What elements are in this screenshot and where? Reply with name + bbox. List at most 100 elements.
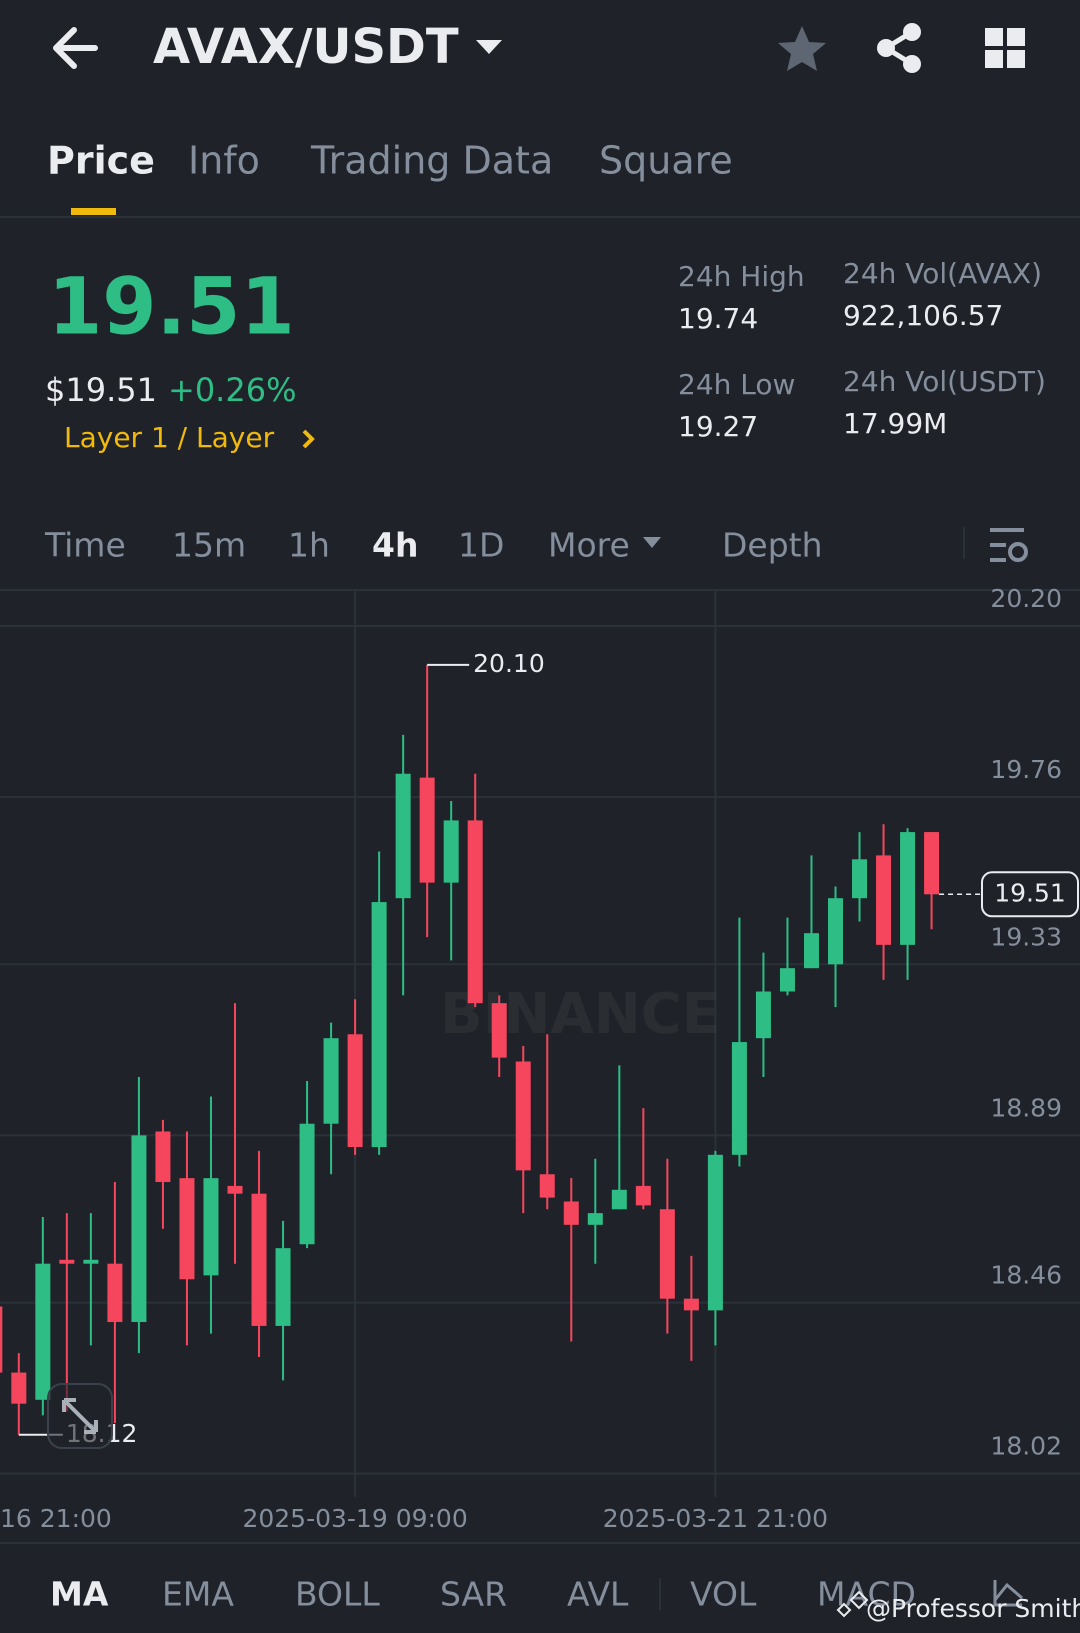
- high-label: 20.10: [473, 649, 545, 678]
- settings-gear: [1008, 542, 1028, 562]
- expand-button[interactable]: [47, 1383, 113, 1449]
- grid-cell: [985, 28, 1003, 46]
- candle-body: [924, 832, 940, 895]
- stat-label: 24h High: [678, 260, 805, 293]
- drawing-tool-icon[interactable]: [993, 1580, 1023, 1607]
- indicator[interactable]: VOL: [690, 1575, 757, 1614]
- y-tick-label: 18.46: [990, 1261, 1062, 1290]
- separator: [659, 1578, 661, 1610]
- back-button[interactable]: [53, 27, 98, 69]
- indicator[interactable]: SAR: [440, 1575, 507, 1614]
- candle-body: [491, 1003, 507, 1058]
- grid-cell: [1007, 28, 1025, 46]
- candle-body: [323, 1038, 339, 1124]
- candle-body: [731, 1042, 747, 1155]
- candle-body: [611, 1189, 627, 1210]
- candle-body: [587, 1213, 603, 1225]
- candle-body: [59, 1259, 75, 1264]
- stat-value: 17.99M: [843, 407, 947, 440]
- interval[interactable]: 1D: [458, 526, 504, 565]
- interval[interactable]: Depth: [722, 526, 823, 565]
- interval[interactable]: 4h: [372, 526, 418, 565]
- candle-body: [683, 1298, 699, 1311]
- candle-body: [419, 777, 435, 883]
- candle-body: [828, 898, 843, 965]
- share-lines: [881, 29, 914, 67]
- tab[interactable]: Info: [188, 139, 260, 183]
- stat-value: 19.74: [678, 302, 758, 335]
- candle-body: [876, 855, 892, 945]
- candle-body: [803, 933, 819, 969]
- candle-body: [0, 1306, 3, 1373]
- interval[interactable]: More: [548, 526, 630, 565]
- separator: [963, 527, 965, 559]
- last-price-label: 19.51: [994, 878, 1066, 907]
- candle-body: [11, 1372, 27, 1404]
- candle-body: [155, 1131, 171, 1183]
- favorite-icon[interactable]: [778, 26, 826, 71]
- interval[interactable]: Time: [44, 526, 126, 565]
- candle-body: [227, 1185, 243, 1194]
- candle-body: [251, 1193, 267, 1326]
- candle-body: [131, 1135, 147, 1323]
- indicator[interactable]: MA: [50, 1575, 109, 1614]
- divider: [0, 1542, 1080, 1544]
- candlestick-chart: 20.20 19.76 19.33 18.89 18.46 18.02 16 21:00 20…: [0, 584, 1080, 1533]
- candle-body: [107, 1263, 123, 1323]
- grid-cell: [1007, 50, 1025, 68]
- candle-body: [275, 1248, 291, 1326]
- candle-body: [635, 1185, 651, 1206]
- tab[interactable]: Trading Data: [310, 139, 553, 183]
- usd-price: $19.51: [45, 371, 157, 409]
- candle-body: [347, 1034, 363, 1148]
- candle-body: [900, 832, 916, 945]
- candle-body: [179, 1178, 195, 1280]
- candle-body: [443, 820, 459, 883]
- back-arrow: [53, 27, 98, 69]
- pair-title[interactable]: AVAX/USDT: [153, 19, 459, 75]
- indicator[interactable]: BOLL: [295, 1575, 380, 1614]
- candle-body: [779, 968, 795, 992]
- y-tick-label: 20.20: [990, 584, 1062, 613]
- indicator[interactable]: AVL: [567, 1575, 629, 1614]
- pair-caret[interactable]: [476, 40, 502, 54]
- x-tick-label: 2025-03-21 21:00: [603, 1504, 828, 1533]
- stat-label: 24h Vol(AVAX): [843, 257, 1042, 290]
- candle-body: [563, 1201, 579, 1225]
- y-tick-label: 18.89: [990, 1093, 1062, 1122]
- last-price: 19.51: [48, 262, 295, 352]
- tab[interactable]: Price: [47, 139, 155, 183]
- stat-value: 922,106.57: [843, 299, 1003, 332]
- grid-menu-icon[interactable]: [985, 28, 1025, 68]
- tab[interactable]: Square: [599, 139, 733, 183]
- y-tick-label: 19.33: [990, 922, 1062, 951]
- divider: [0, 589, 1080, 591]
- tag-chevron[interactable]: [302, 429, 315, 449]
- chart-settings-icon[interactable]: [990, 528, 1028, 562]
- candle-body: [852, 859, 868, 899]
- stat-label: 24h Vol(USDT): [843, 365, 1046, 398]
- candle-body: [755, 991, 771, 1039]
- candle-body: [203, 1178, 219, 1276]
- indicator[interactable]: MACD: [817, 1575, 916, 1614]
- watermark: BINANCE: [440, 982, 720, 1047]
- sector-tag[interactable]: Layer 1 / Layer: [64, 421, 275, 454]
- credit: @Professor Smith: [866, 1594, 1080, 1623]
- tab-indicator: [71, 208, 116, 215]
- candle-body: [35, 1263, 51, 1400]
- more-caret[interactable]: [643, 537, 661, 548]
- x-tick-label: 2025-03-19 09:00: [242, 1504, 467, 1533]
- price-change: +0.26%: [168, 371, 296, 409]
- interval[interactable]: 1h: [288, 526, 330, 565]
- interval[interactable]: 15m: [172, 526, 246, 565]
- share-icon[interactable]: [877, 23, 921, 73]
- stat-label: 24h Low: [678, 368, 795, 401]
- indicator[interactable]: EMA: [162, 1575, 234, 1614]
- candle-body: [659, 1209, 675, 1299]
- x-tick-label: 16 21:00: [0, 1504, 112, 1533]
- settings-lines: [990, 528, 1024, 562]
- candle-body: [467, 820, 483, 1004]
- last-price-box: [981, 871, 1079, 918]
- candle-body: [395, 773, 411, 899]
